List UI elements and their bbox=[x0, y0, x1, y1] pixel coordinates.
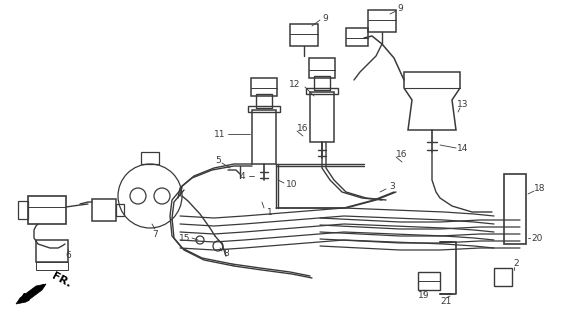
Text: 6: 6 bbox=[65, 251, 71, 260]
Text: 4: 4 bbox=[239, 172, 245, 180]
Text: FR.: FR. bbox=[50, 271, 73, 289]
Text: 13: 13 bbox=[457, 100, 469, 108]
Text: 2: 2 bbox=[513, 260, 519, 268]
Text: 21: 21 bbox=[440, 298, 452, 307]
Text: 12: 12 bbox=[289, 79, 301, 89]
Text: 15: 15 bbox=[179, 234, 191, 243]
Text: 9: 9 bbox=[397, 4, 403, 12]
Text: 20: 20 bbox=[531, 234, 543, 243]
Text: 10: 10 bbox=[286, 180, 298, 188]
Text: 8: 8 bbox=[223, 250, 229, 259]
Text: 3: 3 bbox=[389, 181, 395, 190]
Text: 7: 7 bbox=[152, 229, 158, 238]
Text: 14: 14 bbox=[457, 143, 469, 153]
Polygon shape bbox=[16, 284, 46, 304]
Text: 16: 16 bbox=[397, 149, 408, 158]
Text: 19: 19 bbox=[418, 292, 430, 300]
Text: 5: 5 bbox=[215, 156, 221, 164]
Text: 18: 18 bbox=[534, 183, 545, 193]
Text: 16: 16 bbox=[297, 124, 309, 132]
Text: 11: 11 bbox=[214, 130, 226, 139]
Text: 9: 9 bbox=[322, 13, 328, 22]
Text: 1: 1 bbox=[267, 207, 273, 217]
